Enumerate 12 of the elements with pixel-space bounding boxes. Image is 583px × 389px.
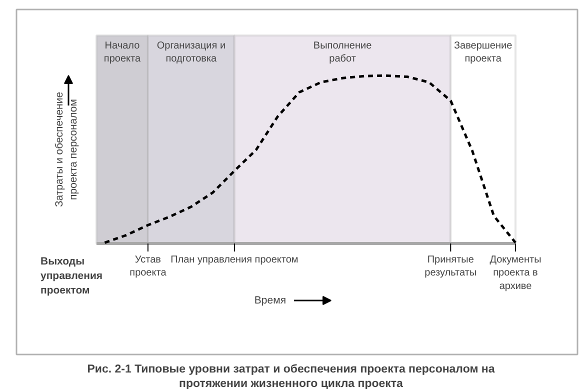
text: Рис. 2-1 Типовые уровни затрат и обеспечения проекта персоналом на протяжении жизненного цикла проекта: [87, 364, 496, 389]
band-label: Выполнение работ: [313, 40, 372, 65]
band-label: Завершение проекта: [454, 40, 513, 65]
y-axis-title: Затраты и обеспечение проекта персоналом: [53, 92, 80, 208]
x-tick-label: Документы проекта в архиве: [490, 254, 542, 292]
x-tick-label: План управления проектом: [170, 254, 298, 266]
x-axis-title: Время: [254, 294, 286, 306]
text: Начало проекта: [104, 40, 141, 65]
band-label: Организация и подготовка: [156, 40, 226, 65]
text: Выходы управления проектом: [40, 256, 103, 296]
x-tick-label: Устав проекта: [130, 254, 167, 279]
x-tick-label: Принятые результаты: [424, 254, 477, 279]
